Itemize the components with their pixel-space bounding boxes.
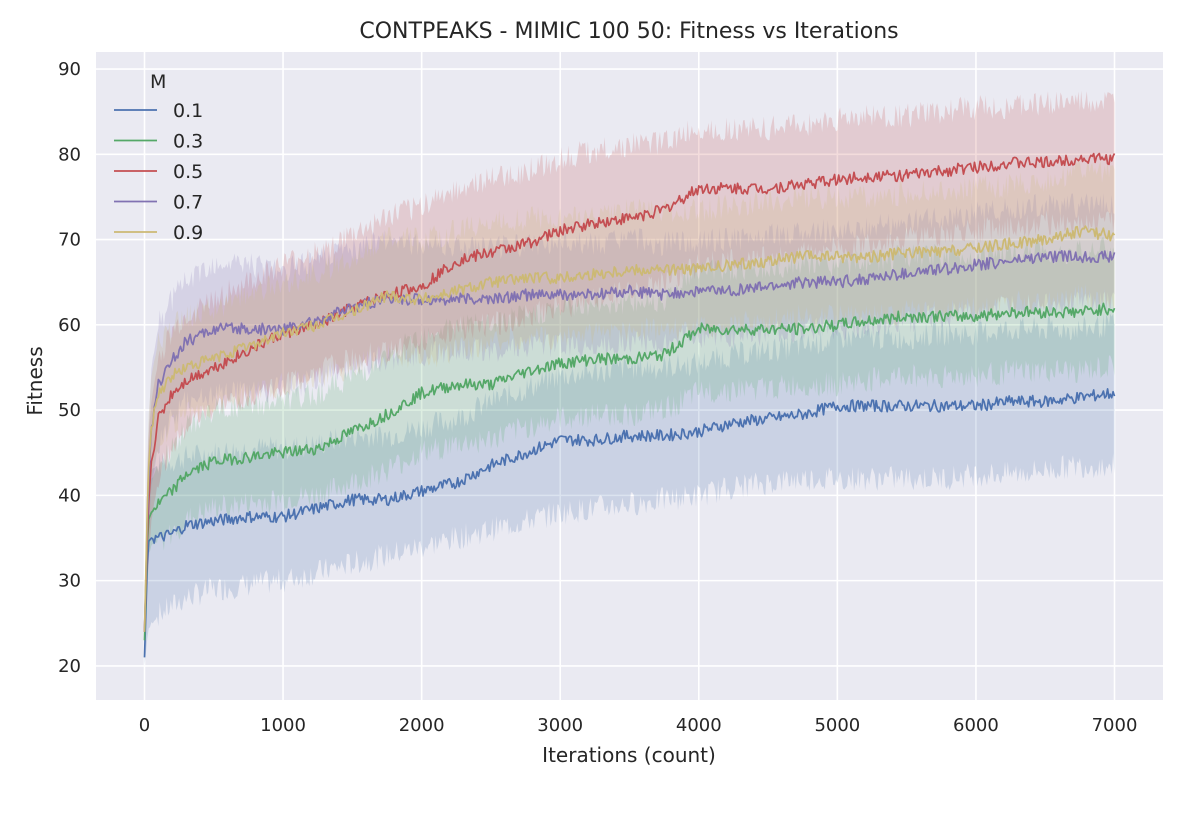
legend-title: M — [150, 71, 166, 93]
legend-label-0.7: 0.7 — [173, 192, 203, 214]
chart-title: CONTPEAKS - MIMIC 100 50: Fitness vs Ite… — [359, 19, 898, 44]
plot-area — [96, 52, 1163, 700]
x-axis: 0 1000 2000 3000 4000 5000 6000 7000 — [139, 715, 1138, 736]
x-tick-label: 4000 — [676, 715, 722, 736]
y-tick-label: 30 — [58, 571, 81, 592]
x-tick-label: 7000 — [1092, 715, 1138, 736]
x-tick-label: 6000 — [953, 715, 999, 736]
y-tick-label: 50 — [58, 400, 81, 421]
line-series-0.9 — [143, 225, 1116, 632]
band-series-0.5 — [144, 90, 1115, 651]
y-tick-label: 20 — [58, 656, 81, 677]
grid — [96, 52, 1163, 700]
legend: M 0.1 0.3 0.5 0.7 0.9 — [114, 71, 203, 244]
y-tick-label: 40 — [58, 485, 81, 506]
y-tick-label: 80 — [58, 144, 81, 165]
legend-label-0.9: 0.9 — [173, 222, 203, 244]
y-axis: 20 30 40 50 60 70 80 90 — [58, 59, 81, 677]
legend-label-0.3: 0.3 — [173, 131, 203, 153]
x-tick-label: 2000 — [399, 715, 445, 736]
line-series-0.1 — [143, 388, 1116, 658]
legend-label-0.1: 0.1 — [173, 100, 203, 122]
series-lines — [143, 152, 1116, 658]
band-series-0.9 — [144, 159, 1115, 649]
y-tick-label: 70 — [58, 230, 81, 251]
x-tick-label: 5000 — [814, 715, 860, 736]
x-tick-label: 1000 — [260, 715, 306, 736]
x-tick-label: 0 — [139, 715, 150, 736]
x-tick-label: 3000 — [537, 715, 583, 736]
line-series-0.3 — [143, 302, 1116, 641]
x-axis-title: Iterations (count) — [542, 743, 716, 767]
band-series-0.3 — [144, 236, 1115, 660]
legend-label-0.5: 0.5 — [173, 161, 203, 183]
y-axis-title: Fitness — [23, 346, 47, 415]
band-series-0.7 — [144, 193, 1115, 648]
y-tick-label: 90 — [58, 59, 81, 80]
y-tick-label: 60 — [58, 315, 81, 336]
line-series-0.5 — [143, 152, 1116, 632]
